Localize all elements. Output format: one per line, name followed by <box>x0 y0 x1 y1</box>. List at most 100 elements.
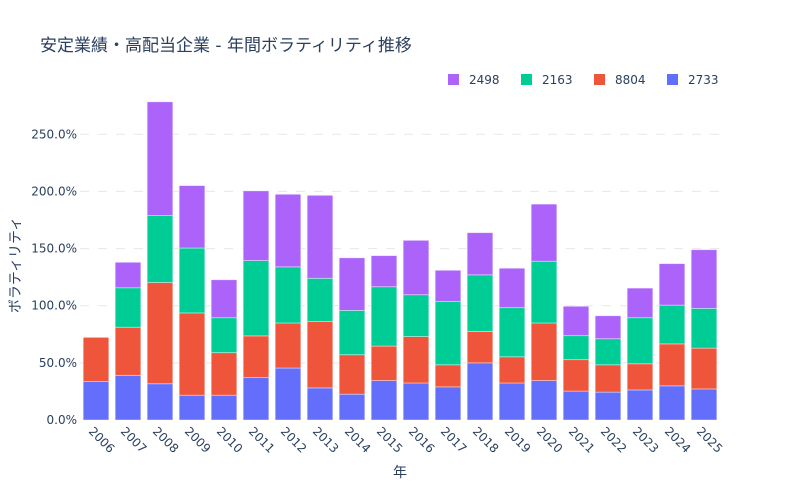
bar-8804-2019[interactable] <box>498 356 526 384</box>
bar-2498-2014[interactable] <box>338 257 366 311</box>
bar-2163-2015[interactable] <box>370 286 398 347</box>
bar-2498-2023[interactable] <box>626 287 654 319</box>
bar-2163-2021[interactable] <box>562 335 590 361</box>
bar-2163-2007[interactable] <box>114 287 142 328</box>
legend: 2498 2163 8804 2733 <box>448 73 719 87</box>
bar-2733-2008[interactable] <box>146 383 174 421</box>
bar-2498-2017[interactable] <box>434 269 462 302</box>
x-tick-label: 2025 <box>694 424 725 455</box>
bar-2733-2021[interactable] <box>562 390 590 421</box>
bar-8804-2007[interactable] <box>114 326 142 376</box>
bar-2498-2011[interactable] <box>242 190 270 261</box>
bar-8804-2013[interactable] <box>306 321 334 389</box>
bar-8804-2020[interactable] <box>530 322 558 381</box>
bar-2163-2008[interactable] <box>146 215 174 283</box>
bar-2733-2010[interactable] <box>210 394 238 421</box>
x-tick-label: 2006 <box>86 424 117 455</box>
bar-2498-2007[interactable] <box>114 261 142 289</box>
bar-2163-2023[interactable] <box>626 317 654 365</box>
y-tick-label: 50.0% <box>39 356 77 370</box>
bar-8804-2018[interactable] <box>466 331 494 364</box>
bar-2733-2025[interactable] <box>690 388 718 421</box>
x-tick-label: 2013 <box>310 424 341 455</box>
bar-8804-2010[interactable] <box>210 352 238 396</box>
bar-8804-2024[interactable] <box>658 343 686 387</box>
bar-8804-2012[interactable] <box>274 322 302 369</box>
bar-2498-2012[interactable] <box>274 193 302 268</box>
bar-2733-2022[interactable] <box>594 391 622 421</box>
bar-2498-2024[interactable] <box>658 263 686 306</box>
bar-2498-2013[interactable] <box>306 194 334 279</box>
bar-8804-2009[interactable] <box>178 312 206 396</box>
bar-2163-2024[interactable] <box>658 304 686 345</box>
bar-2733-2016[interactable] <box>402 382 430 421</box>
bar-8804-2015[interactable] <box>370 345 398 381</box>
bar-8804-2021[interactable] <box>562 359 590 392</box>
legend-item-2498[interactable]: 2498 <box>448 73 500 87</box>
bar-2498-2020[interactable] <box>530 203 558 262</box>
bar-2498-2018[interactable] <box>466 232 494 276</box>
x-tick-label: 2007 <box>118 424 149 455</box>
x-tick-label: 2018 <box>470 424 501 455</box>
bar-2733-2006[interactable] <box>82 381 110 421</box>
bar-8804-2014[interactable] <box>338 354 366 395</box>
bar-8804-2016[interactable] <box>402 336 430 384</box>
legend-item-2733[interactable]: 2733 <box>667 73 719 87</box>
bar-2733-2018[interactable] <box>466 362 494 421</box>
bar-2163-2018[interactable] <box>466 274 494 332</box>
x-tick-label: 2008 <box>150 424 181 455</box>
bar-2163-2025[interactable] <box>690 307 718 349</box>
y-tick-label: 150.0% <box>31 242 77 256</box>
bar-8804-2008[interactable] <box>146 282 174 385</box>
x-tick-label: 2021 <box>566 424 597 455</box>
bar-2163-2009[interactable] <box>178 247 206 314</box>
bar-2733-2009[interactable] <box>178 394 206 421</box>
bar-2733-2019[interactable] <box>498 382 526 421</box>
bar-8804-2022[interactable] <box>594 364 622 393</box>
x-tick-label: 2020 <box>534 424 565 455</box>
bar-2498-2008[interactable] <box>146 101 174 216</box>
bar-8804-2006[interactable] <box>82 336 110 383</box>
bar-2498-2016[interactable] <box>402 239 430 296</box>
bar-2163-2022[interactable] <box>594 338 622 366</box>
bar-2498-2010[interactable] <box>210 279 238 319</box>
legend-item-8804[interactable]: 8804 <box>594 73 646 87</box>
bar-2163-2011[interactable] <box>242 260 270 337</box>
y-axis-title: ボラティリティ <box>8 217 24 313</box>
x-tick-label: 2019 <box>502 424 533 455</box>
bar-2163-2013[interactable] <box>306 277 334 322</box>
bar-2163-2010[interactable] <box>210 317 238 354</box>
bar-8804-2017[interactable] <box>434 364 462 388</box>
bar-2733-2012[interactable] <box>274 367 302 421</box>
bar-2163-2012[interactable] <box>274 266 302 324</box>
bar-2498-2019[interactable] <box>498 267 526 309</box>
bar-8804-2011[interactable] <box>242 335 270 378</box>
bar-2163-2017[interactable] <box>434 300 462 366</box>
bar-2733-2024[interactable] <box>658 385 686 421</box>
bar-2498-2015[interactable] <box>370 255 398 288</box>
y-tick-label: 200.0% <box>31 184 77 198</box>
x-tick-label: 2015 <box>374 424 405 455</box>
bar-2163-2020[interactable] <box>530 260 558 324</box>
bar-2733-2023[interactable] <box>626 389 654 421</box>
bar-2498-2022[interactable] <box>594 315 622 340</box>
bar-2163-2014[interactable] <box>338 309 366 356</box>
legend-swatch <box>521 74 532 85</box>
bar-2733-2014[interactable] <box>338 393 366 421</box>
bar-2733-2017[interactable] <box>434 386 462 421</box>
bar-2163-2019[interactable] <box>498 307 526 358</box>
bar-2498-2009[interactable] <box>178 185 206 249</box>
bar-2163-2016[interactable] <box>402 294 430 337</box>
bar-8804-2025[interactable] <box>690 347 718 390</box>
bar-8804-2023[interactable] <box>626 363 654 391</box>
bar-2733-2013[interactable] <box>306 387 334 421</box>
bar-2733-2007[interactable] <box>114 374 142 421</box>
bar-2733-2011[interactable] <box>242 377 270 421</box>
bar-2498-2025[interactable] <box>690 249 718 309</box>
bar-2733-2015[interactable] <box>370 380 398 421</box>
x-tick-label: 2024 <box>662 424 693 455</box>
x-tick-label: 2012 <box>278 424 309 455</box>
legend-item-2163[interactable]: 2163 <box>521 73 573 87</box>
bar-2498-2021[interactable] <box>562 305 590 337</box>
bar-2733-2020[interactable] <box>530 380 558 421</box>
